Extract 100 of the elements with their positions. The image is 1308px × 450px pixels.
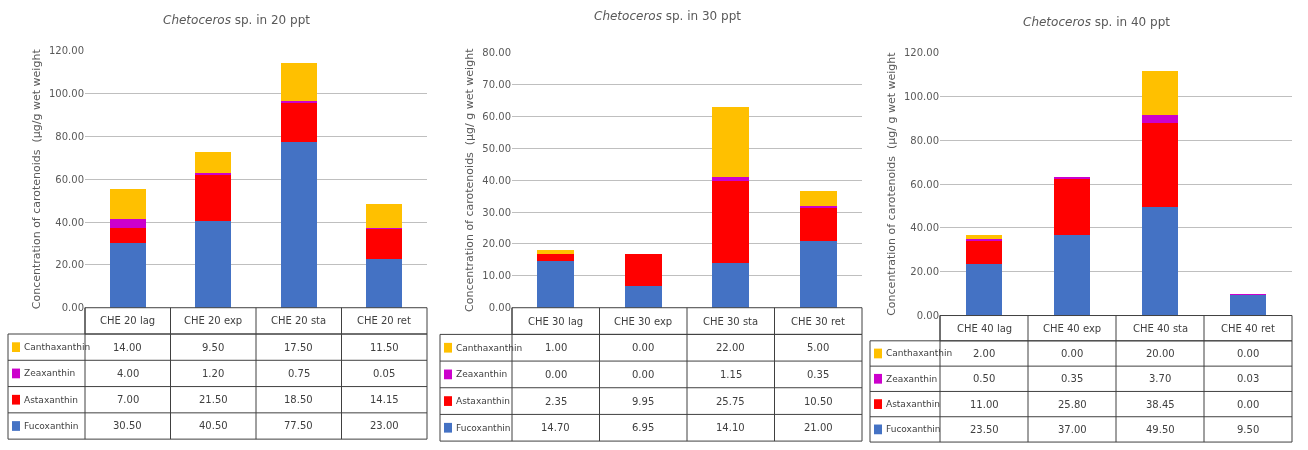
- x-tick-label: CHE 40 ret: [1221, 323, 1275, 334]
- x-tick-label: CHE 40 sta: [1133, 323, 1189, 334]
- x-tick-label: CHE 30 exp: [614, 316, 673, 327]
- x-tick-label: CHE 40 exp: [1043, 323, 1102, 334]
- x-tick-label: CHE 30 lag: [528, 316, 584, 327]
- data-label: 9.95: [632, 396, 655, 407]
- bar: [625, 253, 662, 286]
- y-tick-label: 20.00: [55, 259, 84, 271]
- data-label: 18.50: [284, 394, 313, 405]
- data-label: 0.00: [632, 342, 655, 353]
- y-tick-label: 120.00: [49, 45, 84, 57]
- data-label: 37.00: [1058, 424, 1087, 435]
- bar: [625, 285, 662, 308]
- data-label: 25.80: [1058, 399, 1087, 410]
- data-label: 9.50: [202, 342, 225, 353]
- y-tick-label: 20.00: [910, 266, 939, 278]
- bar: [966, 239, 1002, 264]
- y-tick-label: 30.00: [482, 206, 511, 218]
- bar: [281, 100, 317, 103]
- data-label: 21.00: [804, 422, 833, 433]
- bar: [366, 258, 402, 308]
- bar: [1054, 176, 1090, 179]
- bar: [110, 218, 146, 228]
- x-tick-label: CHE 20 ret: [357, 315, 411, 326]
- data-label: 77.50: [284, 420, 313, 431]
- bar: [281, 62, 317, 101]
- data-label: 38.45: [1146, 399, 1175, 410]
- bar: [195, 174, 231, 221]
- x-tick-label: CHE 30 sta: [703, 316, 759, 327]
- legend-label: Fucoxanthin: [456, 423, 511, 433]
- bar: [281, 101, 317, 142]
- x-tick-label: CHE 30 ret: [791, 316, 845, 327]
- y-tick-label: 100.00: [904, 91, 939, 103]
- data-label: 17.50: [284, 342, 313, 353]
- bar: [966, 234, 1002, 239]
- bar: [800, 240, 837, 308]
- data-label: 14.15: [370, 394, 399, 405]
- data-label: 0.00: [1237, 348, 1260, 359]
- y-axis-title: Concentration of carotenoids (µg/g wet weight: [29, 48, 43, 310]
- data-label: 49.50: [1146, 424, 1175, 435]
- y-tick-label: 120.00: [904, 47, 939, 59]
- data-label: 0.00: [1061, 348, 1084, 359]
- y-tick-label: 20.00: [482, 238, 511, 250]
- bar: [1230, 294, 1266, 316]
- y-tick-label: 40.00: [482, 174, 511, 186]
- data-label: 40.50: [199, 420, 228, 431]
- data-label: 4.00: [117, 368, 140, 379]
- data-label: 21.50: [199, 394, 228, 405]
- y-tick-label: 100.00: [49, 88, 84, 100]
- bar: [1142, 206, 1178, 316]
- y-tick-label: 0.00: [916, 310, 939, 322]
- data-label: 0.35: [807, 369, 830, 380]
- bar: [537, 253, 574, 261]
- y-tick-label: 80.00: [910, 134, 939, 146]
- bar: [1142, 122, 1178, 207]
- data-label: 6.95: [632, 422, 655, 433]
- data-label: 14.00: [113, 342, 142, 353]
- data-label: 11.50: [370, 342, 399, 353]
- data-label: 0.75: [288, 368, 311, 379]
- bar: [712, 106, 749, 177]
- legend-label: Zeaxanthin: [24, 368, 76, 378]
- y-tick-label: 80.00: [55, 130, 84, 142]
- data-label: 1.00: [545, 342, 568, 353]
- y-tick-label: 60.00: [482, 110, 511, 122]
- data-label: 1.15: [720, 369, 743, 380]
- y-tick-label: 10.00: [482, 270, 511, 282]
- bar: [966, 263, 1002, 316]
- bar: [281, 141, 317, 308]
- data-label: 0.00: [632, 369, 655, 380]
- bar: [1142, 70, 1178, 115]
- x-tick-label: CHE 40 lag: [957, 323, 1013, 334]
- y-axis-title: Concentration of carotenoids (µg/ g wet weight: [463, 47, 477, 312]
- legend-label: Zeaxanthin: [886, 374, 938, 384]
- bar: [195, 172, 231, 175]
- y-tick-label: 60.00: [55, 173, 84, 185]
- bar: [966, 238, 1002, 241]
- chart-title: Chetoceros sp. in 20 ppt: [163, 13, 311, 27]
- data-label: 10.50: [804, 396, 833, 407]
- bar: [712, 176, 749, 181]
- bar: [110, 242, 146, 308]
- y-axis-title: Concentration of carotenoids (µg/ g wet weight: [884, 51, 898, 316]
- bar: [366, 227, 402, 259]
- chart-title: Chetoceros sp. in 30 ppt: [594, 9, 742, 23]
- bar: [712, 180, 749, 263]
- data-label: 0.00: [1237, 399, 1260, 410]
- legend-label: Canthaxanthin: [456, 343, 523, 353]
- legend-label: Zeaxanthin: [456, 369, 508, 379]
- y-tick-label: 80.00: [482, 47, 511, 59]
- bar: [195, 220, 231, 308]
- data-label: 1.20: [202, 368, 225, 379]
- x-tick-label: CHE 20 lag: [100, 315, 156, 326]
- y-tick-label: 60.00: [910, 178, 939, 190]
- data-label: 7.00: [117, 394, 140, 405]
- data-label: 20.00: [1146, 348, 1175, 359]
- data-label: 0.05: [373, 368, 396, 379]
- bar: [712, 262, 749, 308]
- bar: [800, 207, 837, 241]
- bar: [195, 151, 231, 173]
- data-label: 2.35: [545, 396, 568, 407]
- data-label: 23.50: [970, 424, 999, 435]
